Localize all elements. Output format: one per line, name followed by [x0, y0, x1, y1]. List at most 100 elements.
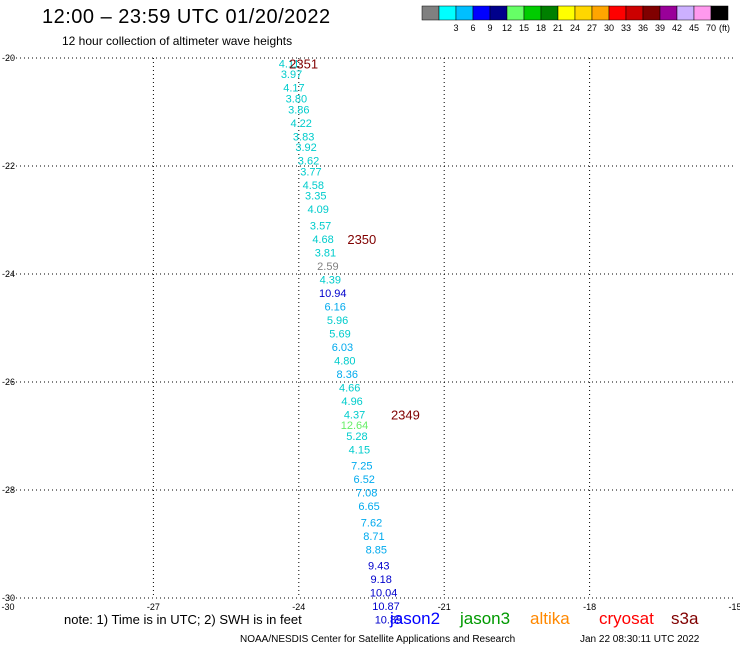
y-tick-label: -24 — [2, 269, 15, 279]
colorbar-tick-label: 12 — [502, 23, 512, 33]
colorbar-tick-label: 30 — [604, 23, 614, 33]
swh-value-label: 3.77 — [300, 166, 321, 178]
colorbar-tick-label: 33 — [621, 23, 631, 33]
swh-value-label: 4.17 — [283, 83, 304, 95]
swh-value-label: 3.97 — [281, 69, 302, 81]
swh-value-label: 4.37 — [344, 409, 365, 421]
colorbar-tick-label: 24 — [570, 23, 580, 33]
y-tick-label: -26 — [2, 377, 15, 387]
colorbar-swatch — [421, 5, 440, 21]
satellite-legend-cryosat: cryosat — [599, 609, 654, 628]
swh-value-label: 4.96 — [341, 396, 362, 408]
colorbar-tick-label: 3 — [453, 23, 458, 33]
satellite-legend-s3a: s3a — [671, 609, 699, 628]
colorbar-swatch — [506, 5, 525, 21]
swh-value-label: 4.68 — [312, 234, 333, 246]
page-title: 12:00 – 23:59 UTC 01/20/2022 — [42, 6, 331, 28]
colorbar-tick-label: 45 — [689, 23, 699, 33]
colorbar-swatch — [455, 5, 474, 21]
colorbar-swatch — [642, 5, 661, 21]
colorbar-unit-label: (ft) — [719, 23, 730, 33]
x-tick-label: -18 — [583, 602, 596, 612]
colorbar-tick-label: 15 — [519, 23, 529, 33]
swh-value-label: 4.39 — [320, 274, 341, 286]
swh-value-label: 3.80 — [286, 94, 307, 106]
pass-number-label: 2351 — [289, 56, 318, 71]
generation-timestamp: Jan 22 08:30:11 UTC 2022 — [580, 634, 700, 645]
colorbar-swatch — [574, 5, 593, 21]
y-tick-label: -28 — [2, 485, 15, 495]
swh-value-label: 6.52 — [354, 474, 375, 486]
swh-value-label: 3.57 — [310, 220, 331, 232]
swh-value-label: 5.28 — [346, 431, 367, 443]
colorbar-tick-label: 42 — [672, 23, 682, 33]
colorbar-swatch — [710, 5, 729, 21]
satellite-legend-jason3: jason3 — [460, 609, 511, 628]
swh-value-label: 10.87 — [372, 601, 400, 613]
colorbar-tick-label: 6 — [470, 23, 475, 33]
x-tick-label: -27 — [147, 602, 160, 612]
colorbar-tick-label: 39 — [655, 23, 665, 33]
swh-value-label: 4.15 — [349, 445, 370, 457]
swh-value-label: 4.80 — [334, 355, 355, 367]
colorbar-swatch — [540, 5, 559, 21]
swh-value-label: 3.83 — [293, 131, 314, 143]
colorbar-tick-label: 9 — [487, 23, 492, 33]
colorbar-swatch — [438, 5, 457, 21]
y-tick-label: -22 — [2, 161, 15, 171]
swh-value-label: 5.69 — [329, 328, 350, 340]
colorbar-swatch — [472, 5, 491, 21]
swh-value-label: 6.16 — [324, 301, 345, 313]
swh-value-label: 10.04 — [370, 588, 398, 600]
swh-value-label: 4.58 — [303, 180, 324, 192]
swh-value-label: 8.85 — [366, 544, 387, 556]
swh-value-label: 7.62 — [361, 517, 382, 529]
swh-value-label: 7.25 — [351, 461, 372, 473]
colorbar-swatch — [625, 5, 644, 21]
swh-value-label: 4.66 — [339, 382, 360, 394]
swh-value-label: 4.11 — [279, 58, 300, 70]
satellite-legend-altika: altika — [530, 609, 570, 628]
swh-value-label: 4.22 — [291, 118, 312, 130]
swh-value-label: 12.64 — [341, 420, 369, 432]
colorbar-swatch — [557, 5, 576, 21]
swh-value-label: 3.35 — [305, 191, 326, 203]
swh-value-label: 3.62 — [298, 156, 319, 168]
x-tick-label: -30 — [1, 602, 14, 612]
colorbar-swatch — [608, 5, 627, 21]
y-tick-label: -30 — [2, 593, 15, 603]
swh-value-label: 4.09 — [307, 204, 328, 216]
colorbar-tick-label: 21 — [553, 23, 563, 33]
colorbar-swatch — [489, 5, 508, 21]
swh-value-label: 8.36 — [337, 369, 358, 381]
pass-number-label: 2349 — [391, 407, 420, 422]
colorbar-tick-label: 27 — [587, 23, 597, 33]
page-subtitle: 12 hour collection of altimeter wave hei… — [62, 34, 293, 48]
swh-value-label: 3.81 — [315, 247, 336, 259]
colorbar-swatch — [693, 5, 712, 21]
colorbar-tick-label: 18 — [536, 23, 546, 33]
credit-text: NOAA/NESDIS Center for Satellite Applica… — [240, 634, 516, 645]
footer-note: note: 1) Time is in UTC; 2) SWH is in fe… — [64, 612, 302, 627]
x-tick-label: -24 — [292, 602, 305, 612]
swh-value-label: 10.89 — [375, 615, 403, 627]
y-tick-label: -20 — [2, 53, 15, 63]
colorbar-swatch — [523, 5, 542, 21]
swh-value-label: 9.43 — [368, 561, 389, 573]
colorbar-swatch — [591, 5, 610, 21]
swh-value-label: 7.08 — [356, 488, 377, 500]
swh-value-label: 6.65 — [358, 501, 379, 513]
swh-value-label: 2.59 — [317, 261, 338, 273]
colorbar-tick-label: 70 — [706, 23, 716, 33]
swh-value-label: 5.96 — [327, 315, 348, 327]
swh-value-label: 8.71 — [363, 531, 384, 543]
colorbar-swatch — [676, 5, 695, 21]
x-tick-label: -15 — [728, 602, 740, 612]
swh-value-label: 3.92 — [295, 142, 316, 154]
colorbar-tick-label: 36 — [638, 23, 648, 33]
x-tick-label: -21 — [438, 602, 451, 612]
swh-value-label: 6.03 — [332, 342, 353, 354]
swh-value-label: 3.86 — [288, 104, 309, 116]
swh-value-label: 9.18 — [370, 574, 391, 586]
